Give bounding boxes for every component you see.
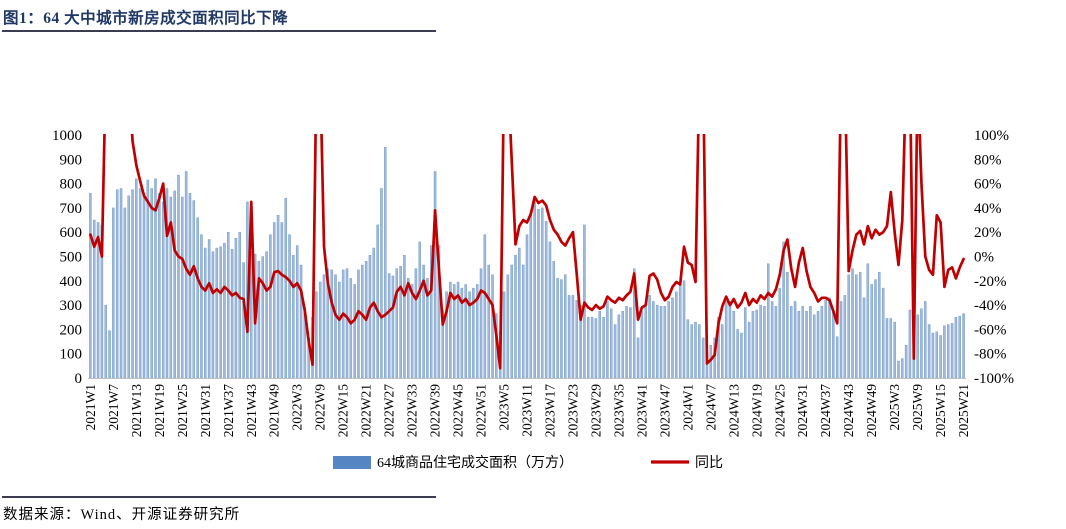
svg-text:2021W19: 2021W19 [152, 384, 167, 437]
svg-text:2021W31: 2021W31 [198, 384, 213, 437]
yoy-line-series [89, 134, 965, 370]
svg-text:2024W37: 2024W37 [818, 384, 833, 437]
svg-text:2024W49: 2024W49 [864, 384, 879, 437]
svg-text:2023W29: 2023W29 [588, 384, 603, 437]
svg-text:80%: 80% [974, 152, 1002, 168]
svg-text:2024W13: 2024W13 [726, 384, 741, 437]
svg-text:20%: 20% [974, 225, 1002, 241]
svg-text:2022W9: 2022W9 [313, 384, 328, 431]
svg-text:2021W7: 2021W7 [106, 384, 121, 431]
svg-text:-100%: -100% [974, 371, 1014, 387]
svg-text:2022W21: 2022W21 [359, 384, 374, 437]
svg-text:-40%: -40% [974, 298, 1007, 314]
svg-text:0%: 0% [974, 250, 994, 266]
svg-text:2025W3: 2025W3 [887, 384, 902, 431]
svg-text:2025W9: 2025W9 [910, 384, 925, 431]
svg-text:2023W35: 2023W35 [611, 384, 626, 437]
figure-title: 图1：64 大中城市新房成交面积同比下降 [3, 10, 289, 27]
svg-text:100%: 100% [974, 128, 1009, 144]
svg-text:2022W33: 2022W33 [405, 384, 420, 437]
legend-bar-label: 64城商品住宅成交面积（万方） [377, 454, 573, 471]
svg-text:2021W1: 2021W1 [83, 384, 98, 431]
svg-text:2022W45: 2022W45 [451, 384, 466, 437]
svg-text:2021W43: 2021W43 [244, 384, 259, 437]
svg-text:2022W3: 2022W3 [290, 384, 305, 431]
svg-text:2021W25: 2021W25 [175, 384, 190, 437]
svg-text:-20%: -20% [974, 274, 1007, 290]
svg-text:2023W5: 2023W5 [497, 384, 512, 431]
svg-text:2023W23: 2023W23 [565, 384, 580, 437]
svg-text:2024W7: 2024W7 [703, 384, 718, 431]
svg-text:400: 400 [60, 274, 83, 290]
svg-text:2021W13: 2021W13 [129, 384, 144, 437]
svg-text:2023W47: 2023W47 [657, 384, 672, 437]
svg-text:2023W41: 2023W41 [634, 384, 649, 437]
svg-text:2025W15: 2025W15 [933, 384, 948, 437]
svg-text:2022W15: 2022W15 [336, 384, 351, 437]
x-axis-tick-labels: 2021W1 2021W7 2021W13 2021W19 2021W25 2021W31… [83, 384, 971, 437]
svg-text:60%: 60% [974, 177, 1002, 193]
data-source-note: 数据来源：Wind、开源证券研究所 [3, 507, 241, 523]
svg-text:2023W11: 2023W11 [520, 384, 535, 437]
svg-text:2025W21: 2025W21 [956, 384, 971, 437]
svg-text:0: 0 [75, 371, 83, 387]
svg-text:2023W17: 2023W17 [542, 384, 557, 437]
svg-text:2021W37: 2021W37 [221, 384, 236, 437]
svg-text:-60%: -60% [974, 322, 1007, 338]
svg-text:2022W39: 2022W39 [428, 384, 443, 437]
left-axis-tick-labels: 0 100 200 300 400 500 600 700 800 900 1000 [52, 128, 82, 387]
svg-text:-80%: -80% [974, 347, 1007, 363]
svg-text:200: 200 [60, 322, 83, 338]
svg-text:2024W43: 2024W43 [841, 384, 856, 437]
svg-text:2021W49: 2021W49 [267, 384, 282, 437]
svg-text:2024W25: 2024W25 [772, 384, 787, 437]
title-divider [2, 30, 436, 32]
legend-line-label: 同比 [695, 455, 723, 471]
svg-text:100: 100 [60, 347, 83, 363]
bar-series-transaction-area [89, 146, 965, 379]
svg-text:2022W51: 2022W51 [474, 384, 489, 437]
chart-legend: 64城商品住宅成交面积（万方） 同比 [333, 454, 723, 471]
legend-bar-swatch [333, 456, 371, 469]
svg-text:2024W1: 2024W1 [680, 384, 695, 431]
svg-text:300: 300 [60, 298, 83, 314]
svg-text:600: 600 [60, 225, 83, 241]
svg-text:800: 800 [60, 177, 83, 193]
svg-text:900: 900 [60, 152, 83, 168]
svg-text:1000: 1000 [52, 128, 82, 144]
svg-text:2022W27: 2022W27 [382, 384, 397, 437]
svg-text:40%: 40% [974, 201, 1002, 217]
svg-text:2024W31: 2024W31 [795, 384, 810, 437]
svg-text:2024W19: 2024W19 [749, 384, 764, 437]
svg-text:500: 500 [60, 250, 83, 266]
right-axis-tick-labels: 100% 80% 60% 40% 20% 0% -20% -40% -60% -80% -100% [974, 128, 1014, 387]
svg-text:700: 700 [60, 201, 83, 217]
footer-divider [2, 496, 436, 498]
